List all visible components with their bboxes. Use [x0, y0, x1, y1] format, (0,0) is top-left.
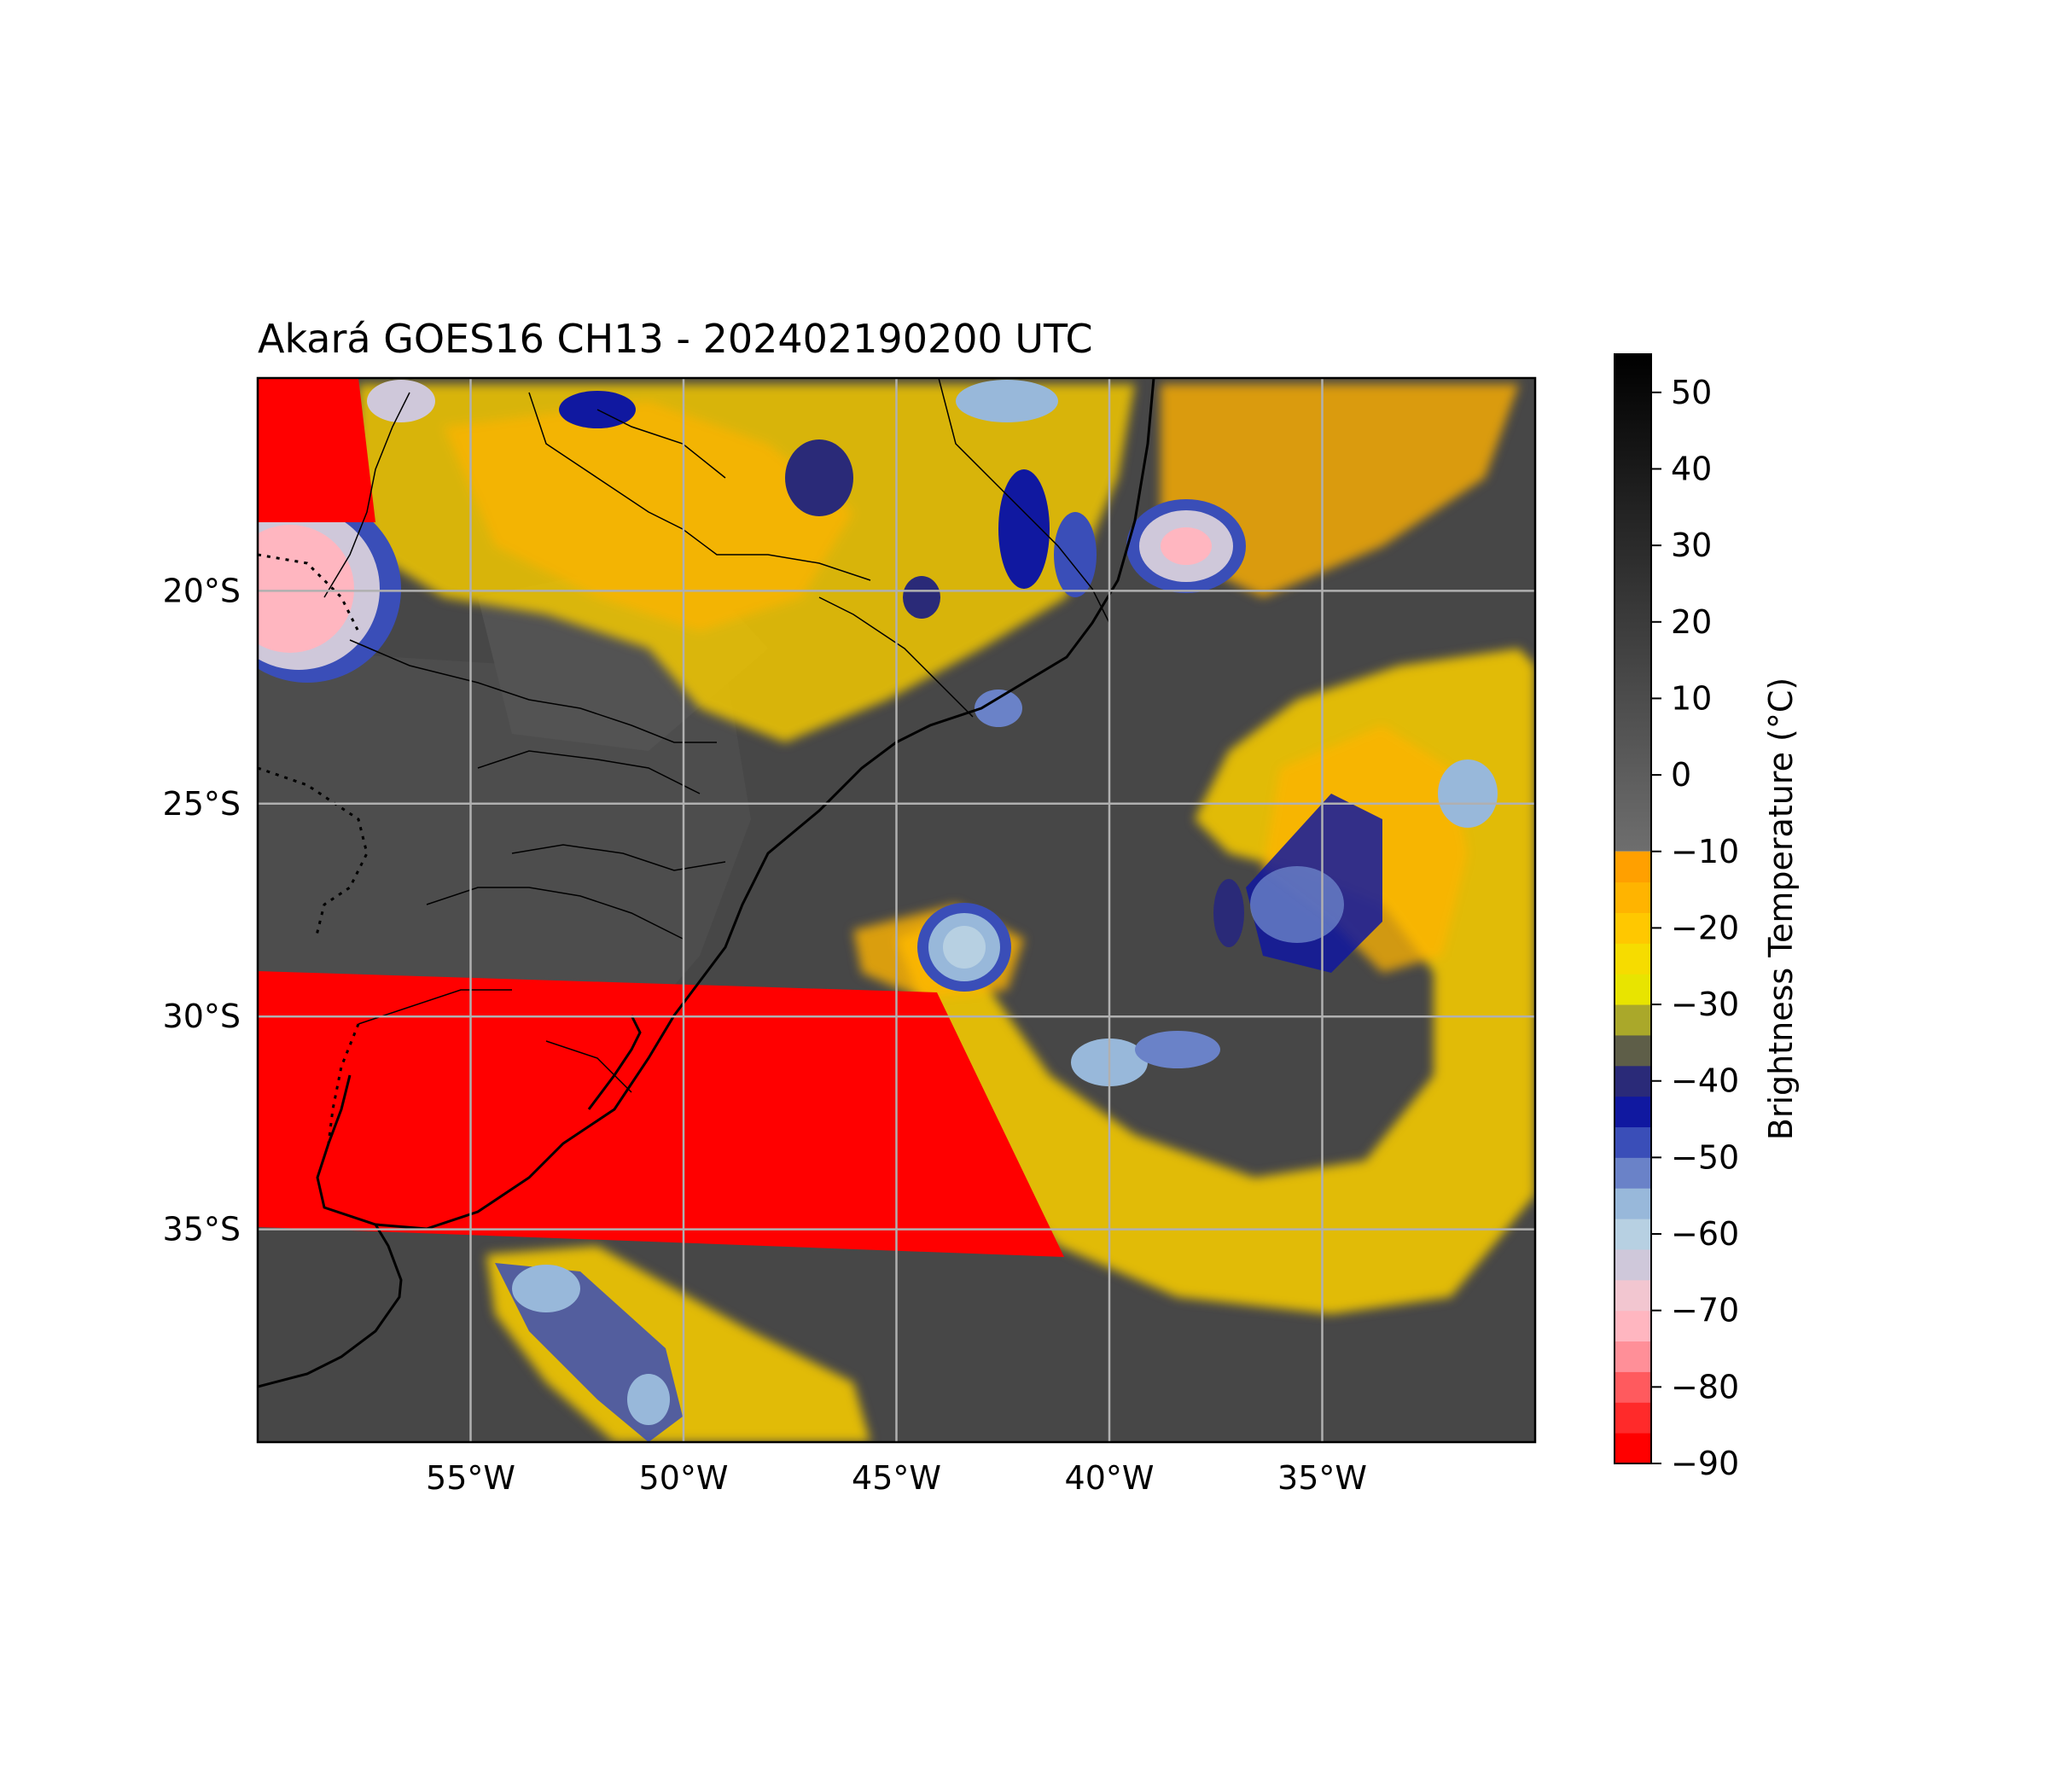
colorbar-tick-label: 10: [1671, 679, 1712, 717]
colorbar-tick-label: −50: [1671, 1138, 1739, 1176]
colorbar-band: [1615, 1096, 1651, 1128]
colorbar-band: [1615, 943, 1651, 975]
colorbar-tick-label: 0: [1671, 756, 1691, 794]
no-data-mask: [258, 378, 1064, 1257]
colorbar-band: [1615, 1034, 1651, 1067]
colorbar-band: [1615, 1004, 1651, 1036]
colorbar-band: [1615, 1126, 1651, 1158]
colorbar-band: [1615, 851, 1651, 883]
colorbar-tick-label: −20: [1671, 909, 1739, 946]
colorbar-tick-label: 20: [1671, 603, 1712, 641]
colorbar-band: [1615, 1279, 1651, 1312]
colorbar-frame: [1614, 353, 1652, 1464]
colorbar-label: Brightness Temperature (°C): [1762, 678, 1800, 1140]
colorbar-band: [1615, 1371, 1651, 1403]
colorbar-grayscale: [1615, 354, 1651, 852]
colorbar-tick-label: 50: [1671, 374, 1712, 411]
lat-tick-label: 30°S: [163, 998, 241, 1035]
colorbar-band: [1615, 912, 1651, 944]
colorbar-ticks: 50 40 30 20 10 0 −10 −20 −30 −40 −50 −60 −70 −80 −90: [1651, 374, 1739, 1482]
longitude-tick-labels: 55°W 50°W 45°W 40°W 35°W: [426, 1459, 1367, 1497]
colorbar-tick-label: −80: [1671, 1368, 1739, 1405]
colorbar-band: [1615, 1065, 1651, 1097]
colorbar-band: [1615, 1188, 1651, 1219]
lat-tick-label: 25°S: [163, 785, 241, 823]
colorbar-band: [1615, 1157, 1651, 1189]
colorbar-band: [1615, 1341, 1651, 1372]
colorbar-band: [1615, 974, 1651, 1005]
colorbar-bands: [1615, 851, 1651, 1464]
colorbar-band: [1615, 1310, 1651, 1342]
colorbar-tick-label: 30: [1671, 527, 1712, 564]
lon-tick-label: 55°W: [426, 1459, 515, 1497]
lon-tick-label: 45°W: [852, 1459, 941, 1497]
map-frame: [256, 376, 1537, 1444]
deep-convection-north: [367, 380, 1246, 727]
colorbar-tick-label: −90: [1671, 1445, 1739, 1482]
mask-southwest: [258, 971, 1064, 1257]
deep-convection-cyclone: [917, 759, 1498, 1086]
page-title: Akará GOES16 CH13 - 202402190200 UTC: [258, 316, 1093, 362]
colorbar-band: [1615, 1433, 1651, 1464]
colorbar-tick-label: 40: [1671, 450, 1712, 487]
lon-tick-label: 50°W: [639, 1459, 729, 1497]
lon-tick-label: 40°W: [1065, 1459, 1155, 1497]
cloud-band-north: [358, 384, 1519, 742]
colorbar-band: [1615, 1219, 1651, 1250]
map-panel[interactable]: [213, 378, 1535, 1442]
country-borders: [258, 553, 369, 1144]
lon-tick-label: 35°W: [1277, 1459, 1367, 1497]
colorbar-tick-label: −10: [1671, 833, 1739, 870]
latitude-tick-labels: 20°S 25°S 30°S 35°S: [163, 572, 241, 1248]
colorbar-tick-label: −60: [1671, 1215, 1739, 1253]
lat-tick-label: 20°S: [163, 572, 241, 609]
coastline: [258, 378, 1155, 1388]
colorbar: 50 40 30 20 10 0 −10 −20 −30 −40 −50 −60 −70 −80 −90 B…: [1614, 353, 1800, 1482]
colorbar-tick-label: −40: [1671, 1062, 1739, 1100]
gridlines: [258, 378, 1535, 1442]
deep-convection-west: [258, 495, 401, 683]
colorbar-tick-label: −70: [1671, 1292, 1739, 1329]
deep-convection-south: [495, 1263, 683, 1442]
colorbar-band: [1615, 1248, 1651, 1281]
lat-tick-label: 35°S: [163, 1211, 241, 1248]
colorbar-band: [1615, 881, 1651, 913]
colorbar-tick-label: −30: [1671, 986, 1739, 1023]
mask-northwest: [258, 378, 375, 522]
colorbar-band: [1615, 1402, 1651, 1434]
